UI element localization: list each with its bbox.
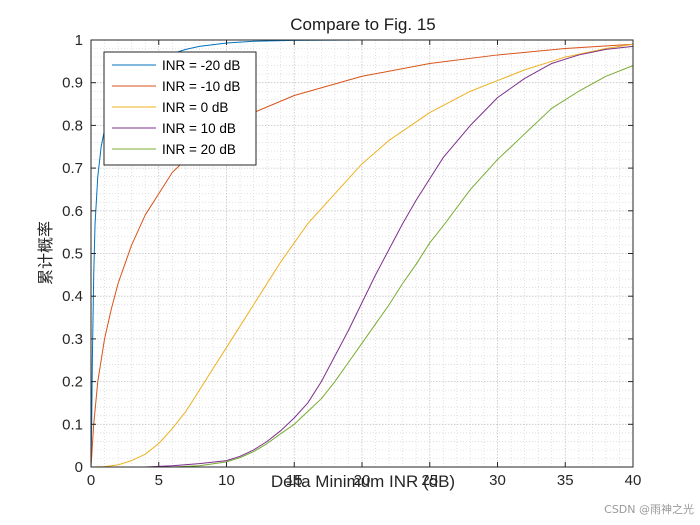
legend-label-inr-0-db: INR = 0 dB [162, 100, 228, 115]
series-line-inr-0-db [90, 43, 634, 468]
y-tick-label: 0.7 [62, 160, 83, 177]
x-tick-label: 25 [421, 472, 438, 489]
y-tick-label: 0.3 [62, 331, 83, 348]
y-tick-label: 0.5 [62, 246, 83, 263]
x-tick-label: 20 [354, 472, 371, 489]
y-tick-label: 0.8 [62, 117, 83, 134]
legend-box [103, 51, 257, 166]
x-tick-label: 10 [218, 472, 235, 489]
series-line-inr-10-db [91, 45, 634, 468]
x-tick-label: 5 [155, 472, 163, 489]
legend: INR = -20 dB INR = -10 dB INR = 0 dB INR = … [103, 51, 257, 166]
y-tick-label: 0 [75, 459, 83, 476]
x-tick-label: 35 [557, 472, 574, 489]
legend-label-inr-20-db: INR = 20 dB [162, 142, 236, 157]
y-tick-label: 0.9 [62, 75, 83, 92]
x-tick-label: 15 [286, 472, 303, 489]
x-tick-label: 0 [87, 472, 95, 489]
series-line-inr-10-db [90, 43, 634, 468]
legend-label-inr-10-db: INR = -10 dB [162, 79, 240, 94]
legend-label-inr-10-db: INR = 10 dB [162, 121, 236, 136]
series-line-inr-20-db [91, 65, 634, 468]
y-tick-label: 0.2 [62, 374, 83, 391]
y-tick-label: 1 [75, 32, 83, 49]
legend-label-inr-20-db: INR = -20 dB [162, 58, 240, 73]
x-axis-label: Delta Minimum INR (dB) [271, 472, 455, 491]
watermark: CSDN @雨神之光 [604, 502, 694, 516]
chart-title: Compare to Fig. 15 [290, 15, 436, 34]
y-tick-label: 0.6 [62, 203, 83, 220]
tick-group: 0 5 10 15 20 25 30 35 40 0 0.1 0.2 0.3 0.4 0.5 0.6 0.7 0.… [62, 32, 641, 489]
y-axis-label: 累计概率 [36, 221, 55, 285]
x-tick-label: 30 [489, 472, 506, 489]
y-tick-label: 0.1 [62, 416, 83, 433]
y-tick-label: 0.4 [62, 288, 83, 305]
x-tick-label: 40 [625, 472, 642, 489]
